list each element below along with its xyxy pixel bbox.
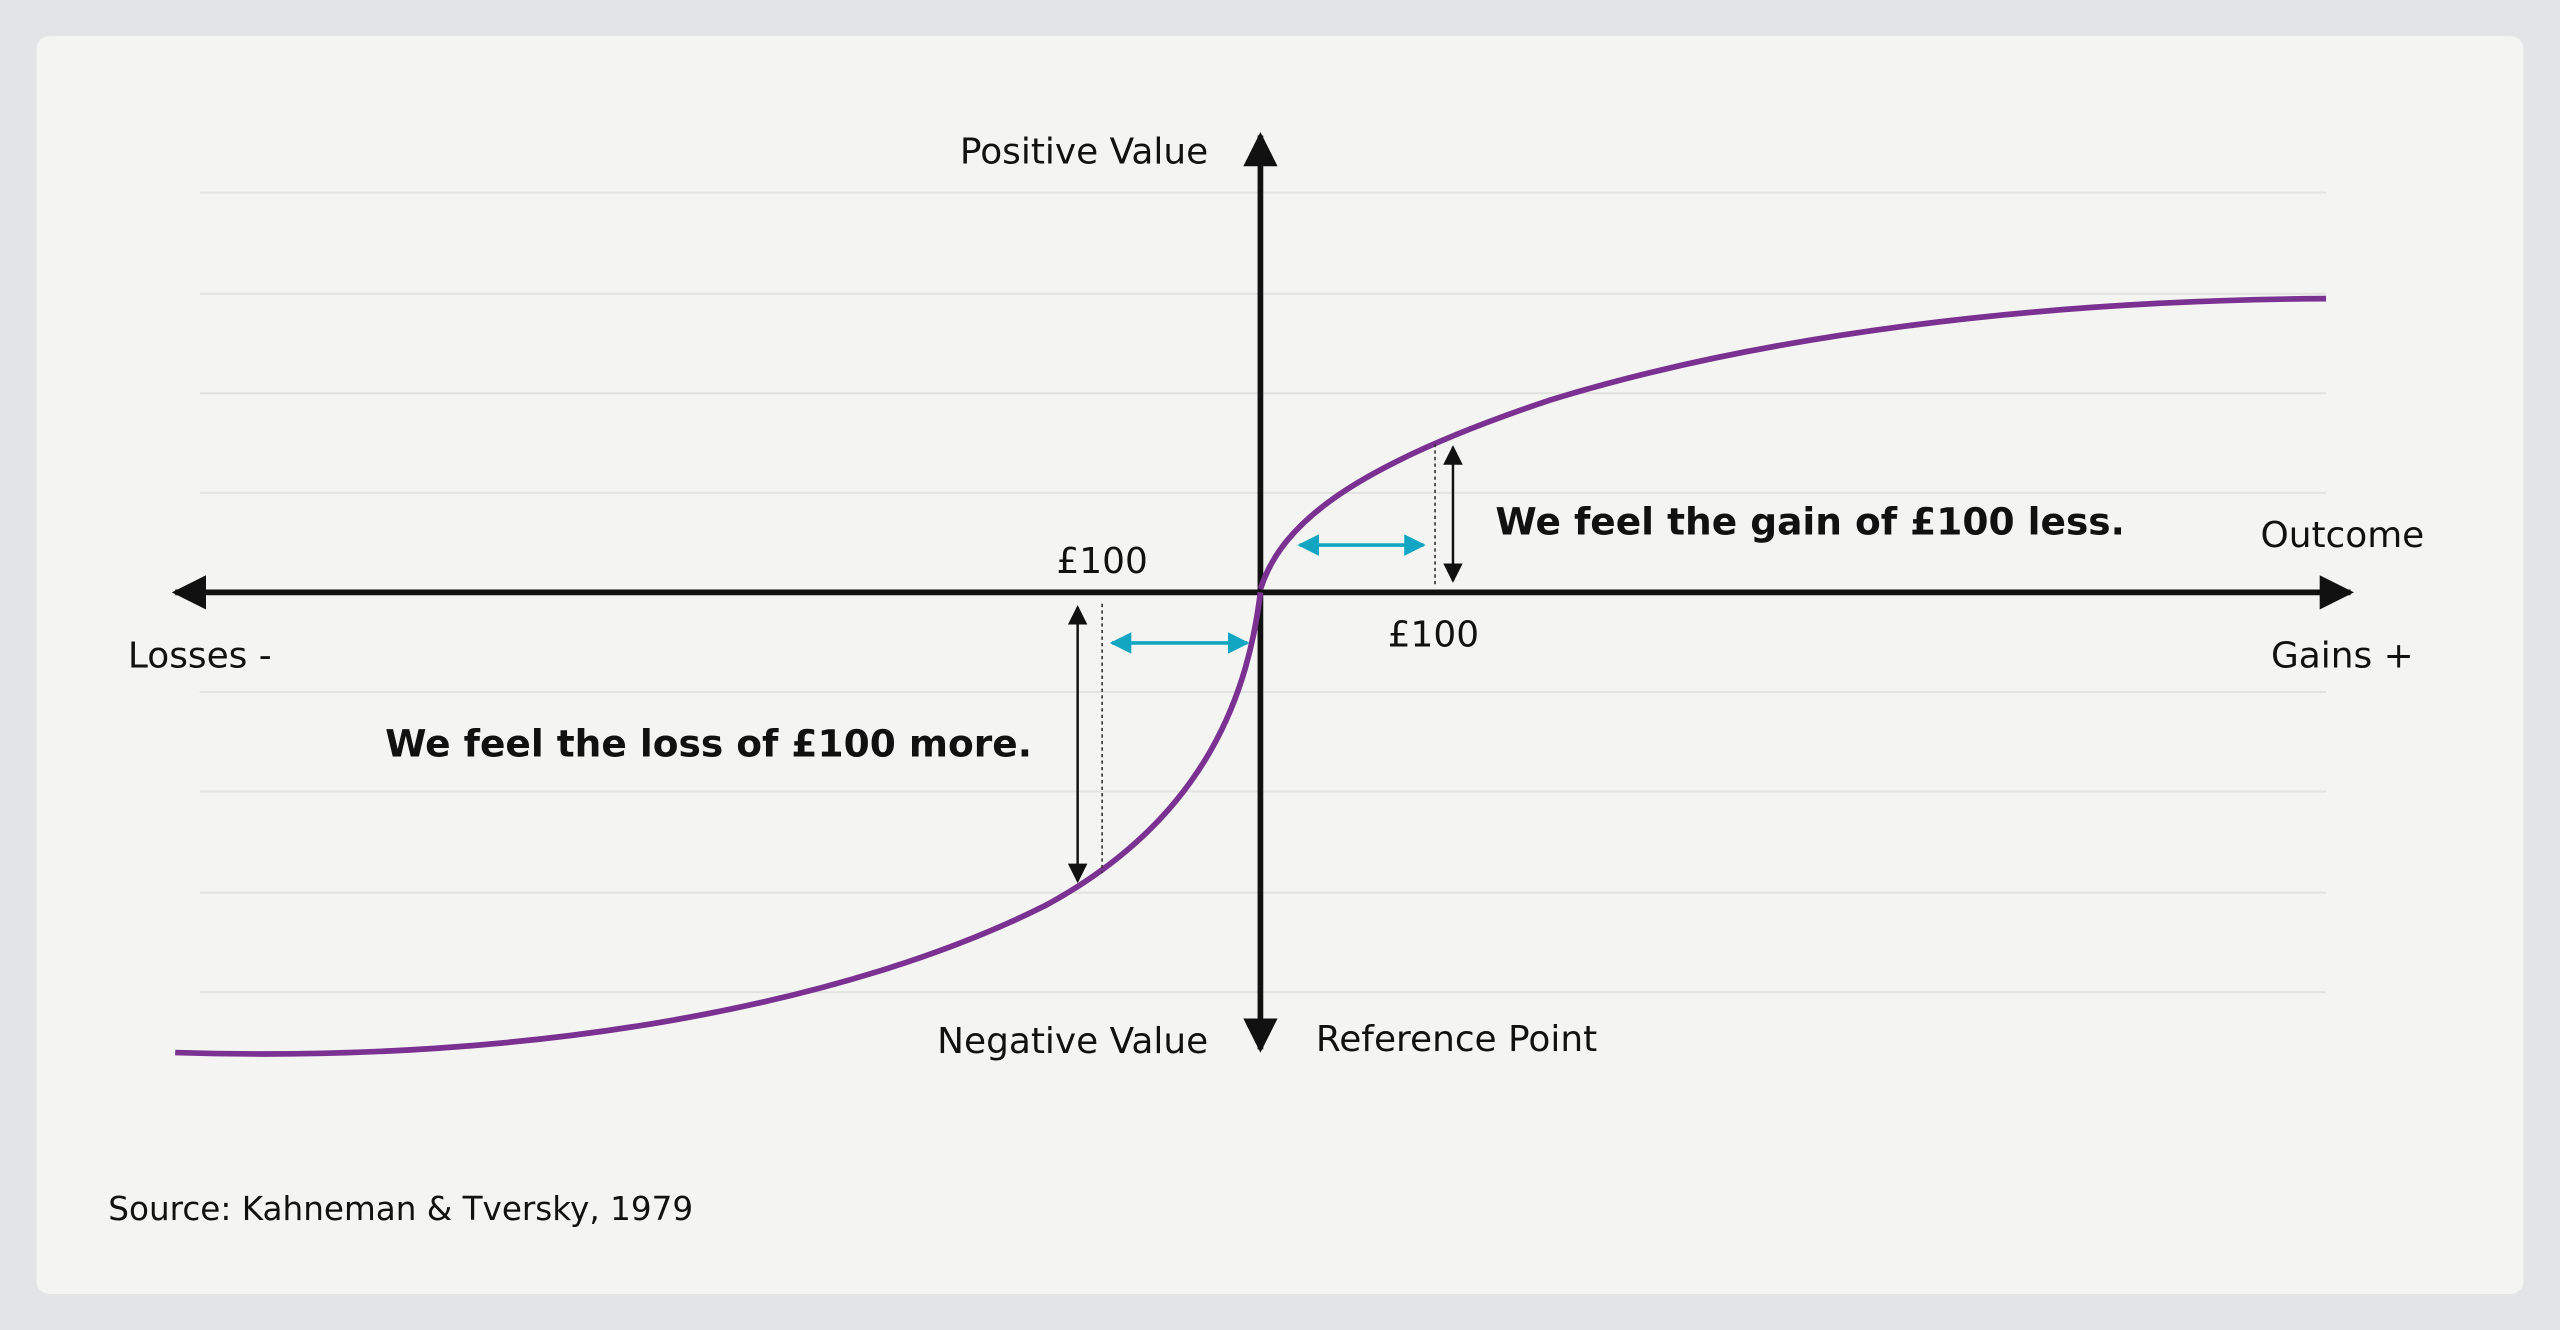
loss-amount: £100 (1056, 541, 1147, 582)
positive-value-label: Positive Value (960, 131, 1208, 172)
loss-note: We feel the loss of £100 more. (385, 721, 1032, 765)
losses-label: Losses - (128, 636, 272, 677)
gains-label: Gains + (2271, 636, 2414, 677)
source: Source: Kahneman & Tversky, 1979 (108, 1190, 693, 1228)
card (36, 35, 2524, 1295)
loss-curve (175, 592, 1264, 1057)
reference-point-label: Reference Point (1316, 1019, 1597, 1060)
gain-amount: £100 (1388, 614, 1479, 655)
negative-value-label: Negative Value (937, 1021, 1208, 1062)
gain-curve (1257, 295, 2327, 590)
gain-note: We feel the gain of £100 less. (1495, 499, 2124, 543)
outcome-label: Outcome (2260, 515, 2424, 556)
